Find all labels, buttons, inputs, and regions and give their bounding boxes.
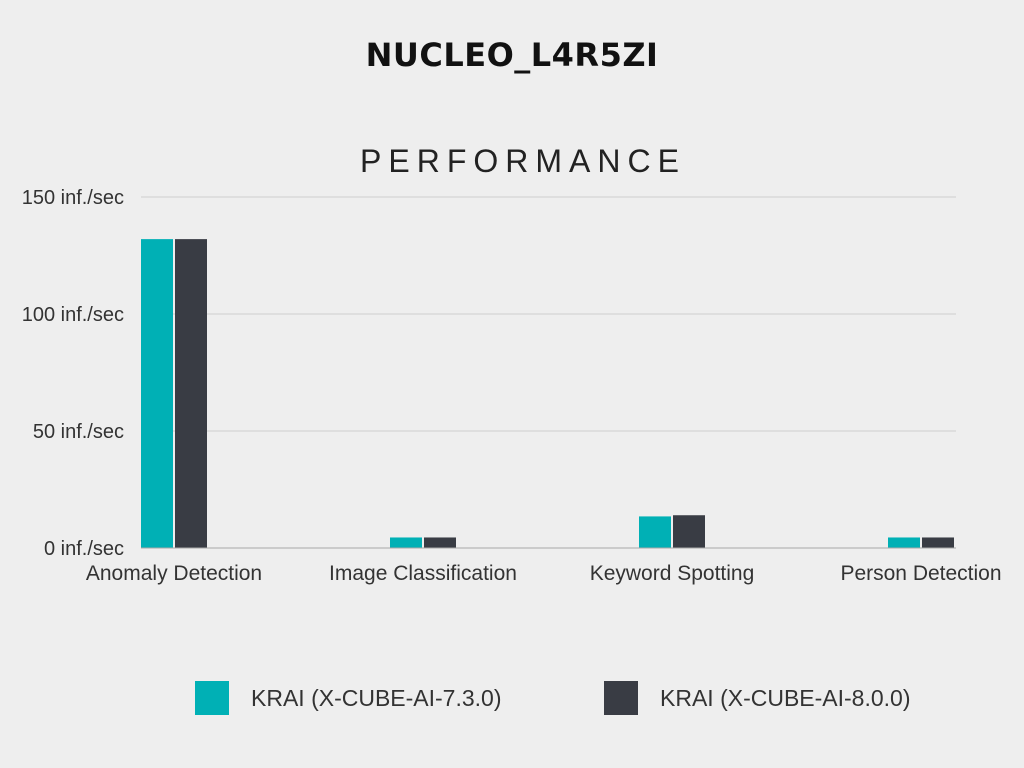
y-tick-label: 50 inf./sec [33,421,124,443]
x-axis-ticks: Anomaly Detection Image Classification Key… [86,562,1002,585]
bar-2-image-classification [424,537,456,548]
bar-2-anomaly-detection [175,239,207,548]
gridlines [141,196,956,432]
bar-1-person-detection [888,537,920,548]
bar-1-image-classification [390,537,422,548]
bar-2-person-detection [922,537,954,548]
bars [141,239,954,548]
legend-item-series-2: KRAI (X-CUBE-AI-8.0.0) [604,678,911,718]
bar-1-keyword-spotting [639,516,671,548]
x-tick-label: Person Detection [840,562,1001,585]
legend-label-series-2: KRAI (X-CUBE-AI-8.0.0) [660,684,911,711]
legend-item-series-1: KRAI (X-CUBE-AI-7.3.0) [195,678,502,718]
legend-swatch-series-2 [604,681,638,715]
x-tick-label: Anomaly Detection [86,562,262,585]
bar-1-anomaly-detection [141,239,173,548]
legend-label-series-1: KRAI (X-CUBE-AI-7.3.0) [251,684,502,711]
x-tick-label: Keyword Spotting [590,562,755,585]
y-tick-label: 0 inf./sec [44,538,124,560]
legend-swatch-series-1 [195,681,229,715]
y-axis-ticks: 0 inf./sec 50 inf./sec 100 inf./sec 150 inf… [22,187,124,560]
bar-2-keyword-spotting [673,515,705,548]
chart-title: NUCLEO_L4R5ZI [365,36,659,74]
chart-subtitle: PERFORMANCE [360,143,686,179]
x-tick-label: Image Classification [329,562,517,585]
y-tick-label: 150 inf./sec [22,187,124,209]
y-tick-label: 100 inf./sec [22,304,124,326]
